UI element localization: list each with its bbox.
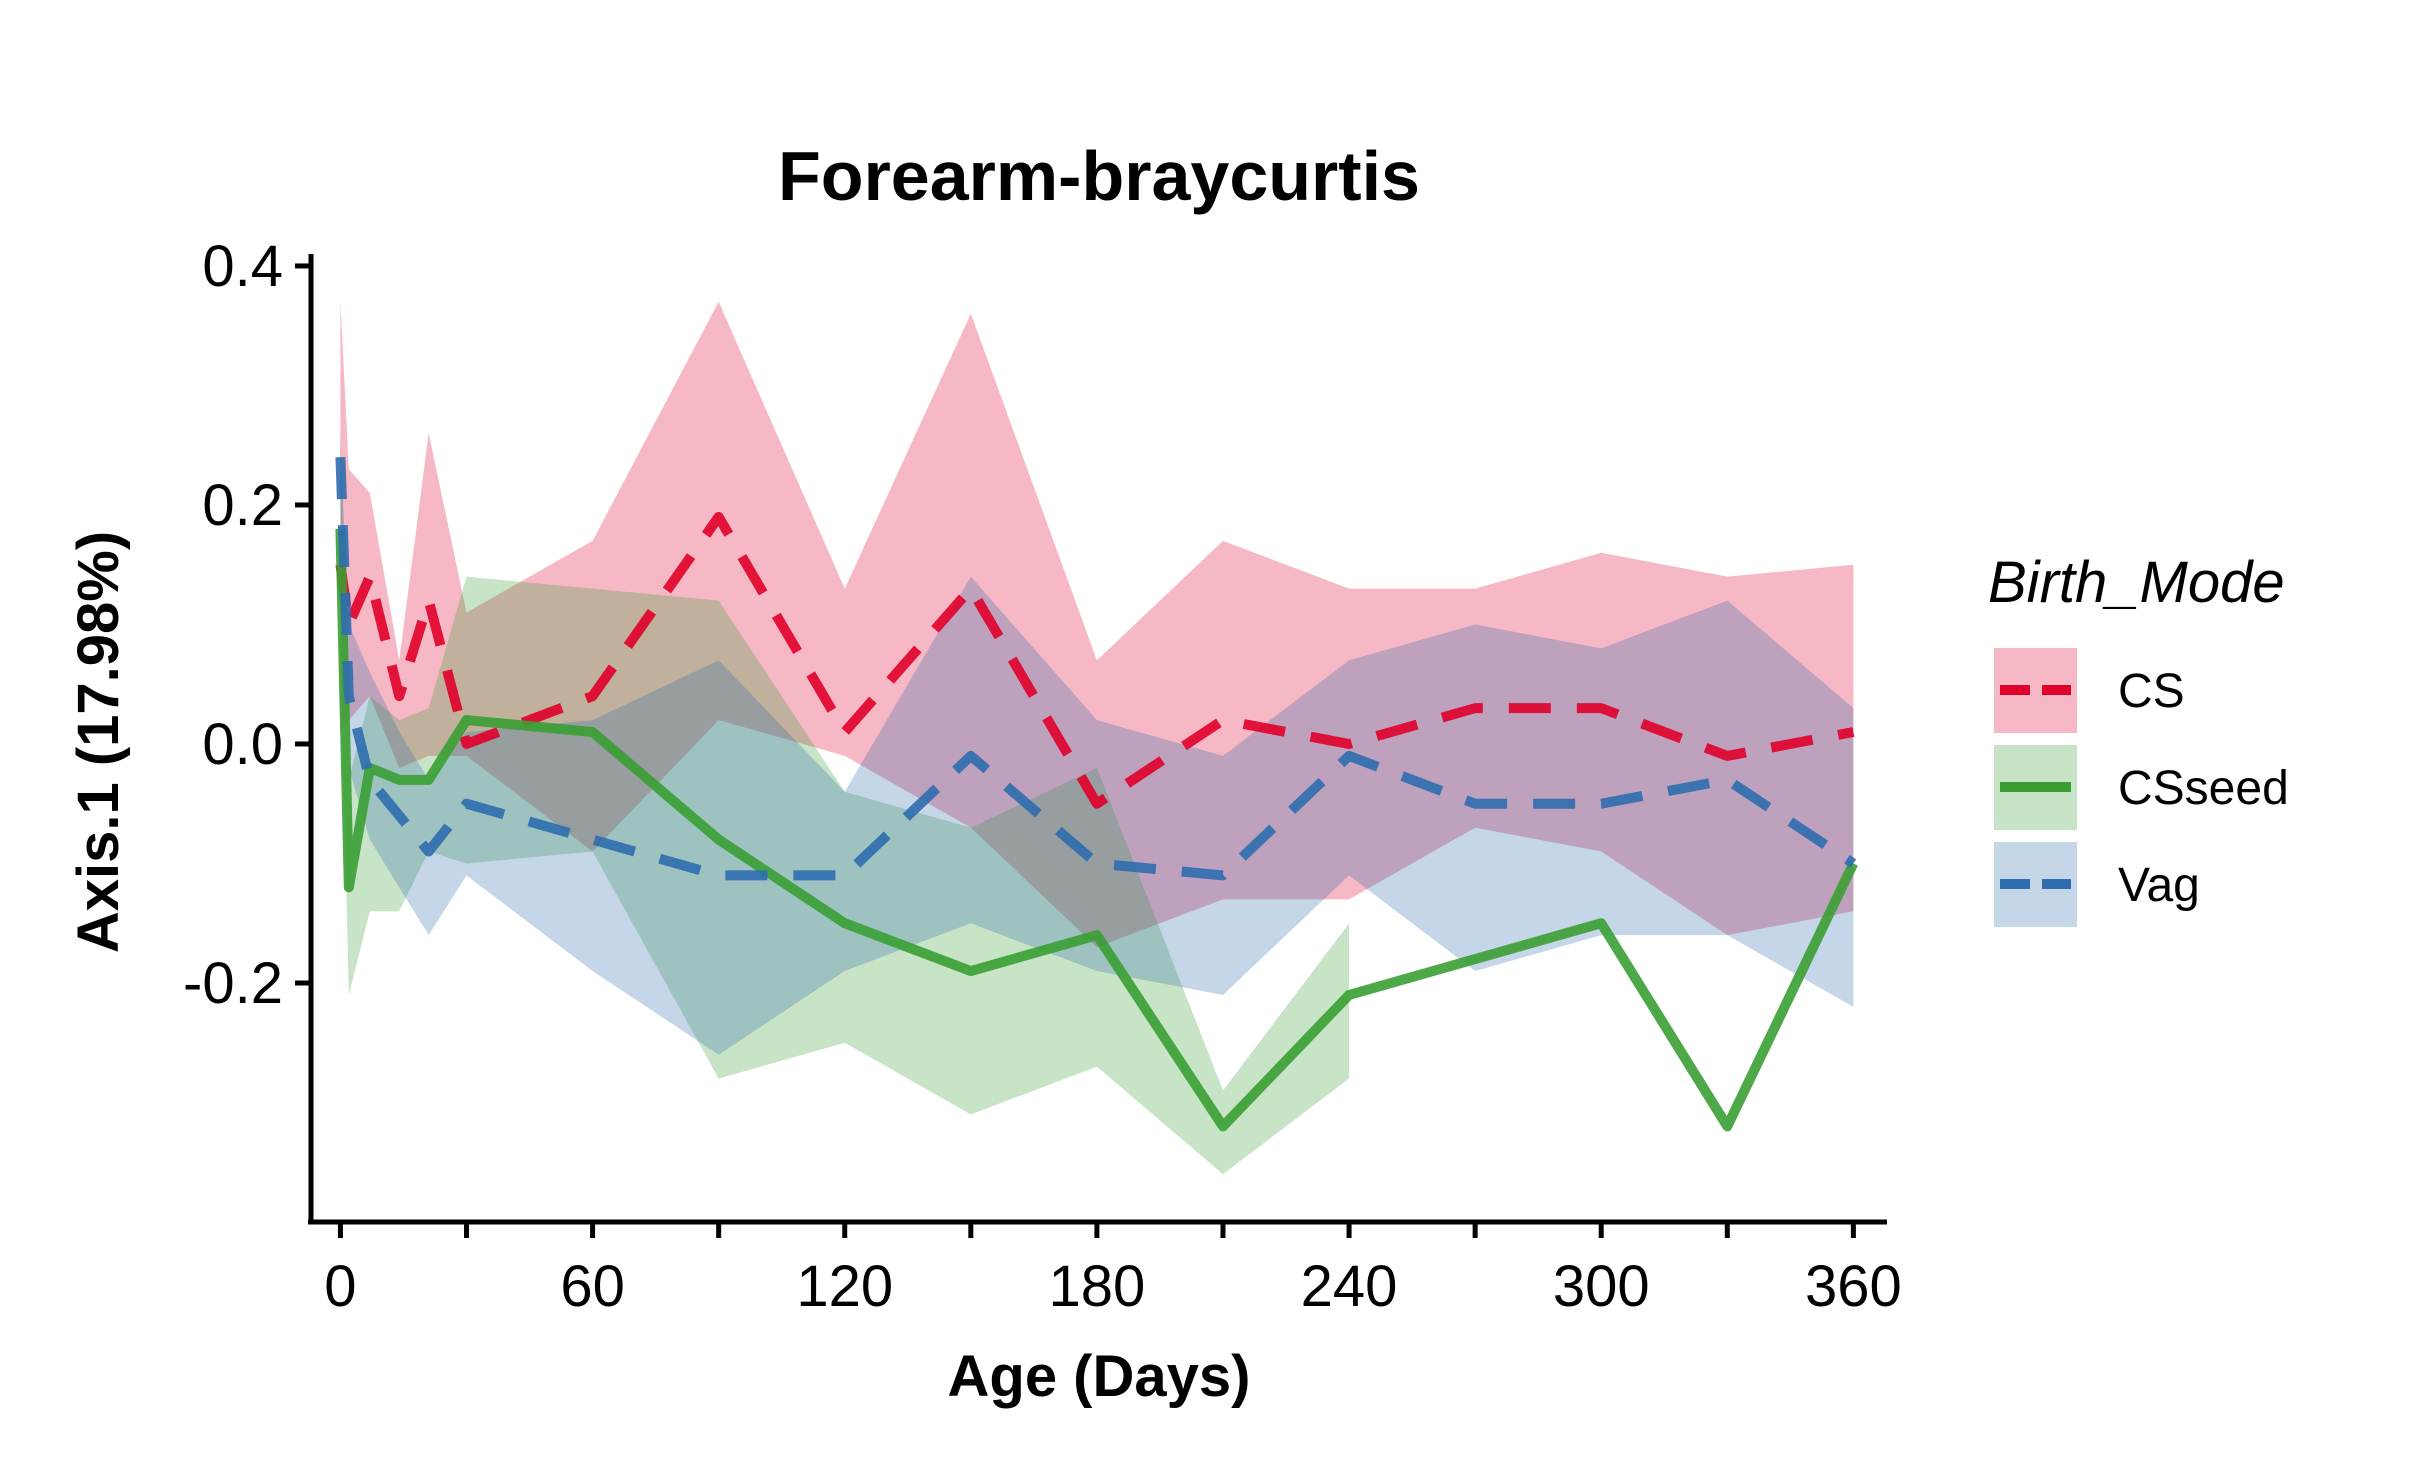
line-csseed	[335, 528, 1858, 1132]
x-tick-label: 240	[1301, 1254, 1398, 1319]
legend-item-vag: Vag	[1994, 842, 2200, 927]
legend: Birth_Mode CS CSseed Vag	[1988, 550, 2289, 927]
y-tick-label: 0.0	[202, 712, 283, 777]
x-tick-label: 0	[324, 1254, 356, 1319]
x-tick-label: 60	[560, 1254, 625, 1319]
band-cs	[340, 301, 1854, 948]
x-tick-label: 300	[1553, 1254, 1650, 1319]
band-vag	[340, 445, 1854, 1055]
x-axis-ticks: 0 60 120 180 240 300 360	[324, 1222, 1902, 1319]
legend-item-cs: CS	[1994, 648, 2185, 733]
legend-title: Birth_Mode	[1988, 550, 2285, 615]
x-tick-label: 360	[1805, 1254, 1902, 1319]
band-csseed	[340, 421, 1350, 1175]
x-tick-label: 180	[1049, 1254, 1146, 1319]
series-lines	[335, 456, 1858, 1132]
confidence-bands	[340, 301, 1854, 1175]
x-axis-title: Age (Days)	[948, 1344, 1251, 1409]
y-tick-label: -0.2	[183, 951, 283, 1016]
legend-label: CSseed	[2118, 762, 2289, 815]
legend-label: CS	[2118, 665, 2185, 718]
line-vag	[335, 456, 1857, 881]
chart-title: Forearm-braycurtis	[778, 137, 1420, 215]
y-tick-label: 0.2	[202, 473, 283, 538]
line-cs	[335, 511, 1855, 809]
legend-label: Vag	[2118, 859, 2200, 912]
x-tick-label: 120	[796, 1254, 893, 1319]
y-axis-ticks: -0.2 0.0 0.2 0.4	[183, 234, 311, 1016]
y-tick-label: 0.4	[202, 234, 283, 299]
y-axis-title: Axis.1 (17.98%)	[66, 531, 131, 953]
legend-item-csseed: CSseed	[1994, 745, 2289, 830]
